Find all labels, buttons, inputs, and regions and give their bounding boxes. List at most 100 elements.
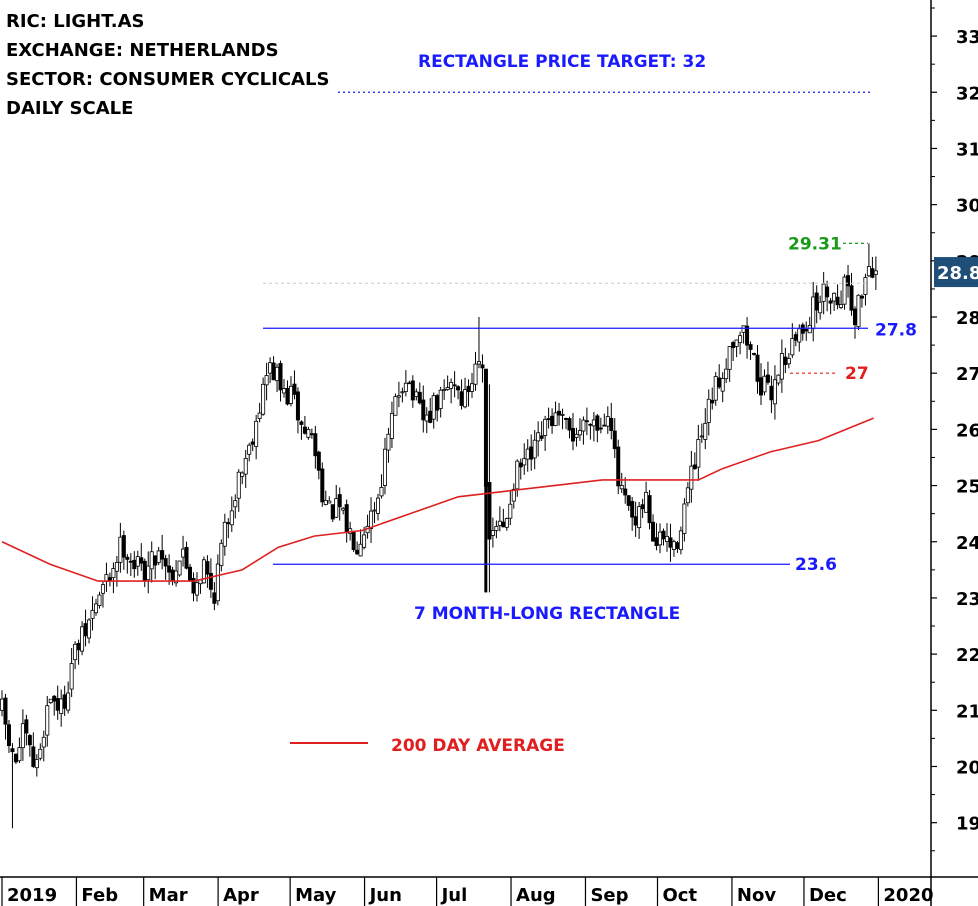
y-tick-label: 21 [956, 701, 978, 722]
candle [184, 541, 189, 570]
candle [393, 393, 398, 416]
candle [856, 294, 861, 331]
candle [125, 554, 130, 574]
candle [706, 389, 711, 436]
high-label: 29.31 [788, 234, 842, 254]
candle [772, 365, 777, 420]
candle [452, 371, 457, 398]
candle [403, 370, 408, 397]
candle [215, 554, 220, 606]
candle [369, 497, 374, 543]
candle [27, 733, 32, 757]
candle [121, 530, 126, 570]
candle [386, 427, 391, 463]
candle [703, 408, 708, 450]
candle [818, 295, 823, 320]
candle [630, 496, 635, 531]
candle [508, 490, 513, 526]
candle [480, 354, 485, 383]
candle [581, 416, 586, 445]
candlestick-series [0, 243, 878, 829]
candle [240, 471, 245, 485]
candle [567, 416, 572, 439]
candle [752, 352, 757, 356]
candle [616, 439, 621, 495]
candle [825, 280, 830, 312]
candle [849, 272, 854, 316]
x-tick-label: Mar [149, 885, 188, 906]
candle [713, 372, 718, 406]
candle [790, 323, 795, 359]
candle [194, 571, 199, 602]
candle [755, 344, 760, 394]
y-tick-label: 23 [956, 589, 978, 610]
last-price-badge [934, 257, 978, 288]
candle [31, 732, 36, 768]
ma-200-line [1, 417, 874, 582]
candle [574, 427, 579, 447]
candle [873, 256, 878, 290]
candle [219, 539, 224, 572]
x-tick-label: Apr [223, 885, 259, 906]
candle [66, 681, 71, 714]
candle [748, 341, 753, 361]
x-tick-label: 2019 [7, 885, 57, 906]
candle [473, 351, 478, 391]
candle [351, 530, 356, 552]
candle [685, 482, 690, 507]
candle [539, 421, 544, 442]
candle [609, 402, 614, 440]
candle [97, 591, 102, 609]
candle [299, 420, 304, 440]
scale-label: DAILY SCALE [6, 98, 133, 119]
candle [90, 596, 95, 631]
candle [724, 358, 729, 384]
candle [417, 382, 422, 405]
candle [177, 560, 182, 577]
x-tick-label: May [295, 885, 337, 906]
candle [828, 297, 833, 315]
candle [814, 285, 819, 324]
x-tick-label: Jun [368, 885, 402, 906]
candle [470, 372, 475, 398]
candle [396, 381, 401, 408]
last-price-label: 28.8 [937, 263, 978, 284]
candle [504, 517, 509, 531]
candle [637, 501, 642, 539]
y-tick-label: 27 [956, 364, 978, 385]
candle [710, 387, 715, 410]
x-tick-label: 2020 [883, 885, 933, 906]
candle [69, 647, 74, 697]
candle [73, 641, 78, 670]
x-axis: 2019 Feb Mar Apr May Jun Jul Aug Sep Oct Nov Dec 202… [1, 877, 934, 906]
candle [337, 487, 342, 521]
candle [842, 274, 847, 310]
stop-label: 27 [845, 364, 869, 384]
candle [835, 284, 840, 310]
candle [316, 450, 321, 480]
x-tick-label: Dec [809, 885, 847, 906]
y-axis: 192021222324252627282930313233 [931, 7, 978, 852]
candle [696, 424, 701, 481]
candle [647, 490, 652, 530]
resistance-label: 27.8 [875, 320, 917, 340]
candle [100, 581, 105, 608]
sector-label: SECTOR: CONSUMER CYCLICALS [6, 69, 329, 90]
exchange-label: EXCHANGE: NETHERLANDS [6, 40, 279, 61]
candle [442, 379, 447, 400]
candle [595, 414, 600, 443]
candle [382, 437, 387, 495]
candle [174, 560, 179, 587]
candle [487, 384, 492, 593]
candle [532, 430, 537, 470]
candle [734, 339, 739, 358]
candle [779, 339, 784, 393]
x-tick-label: Nov [737, 885, 776, 906]
candle [557, 402, 562, 426]
candle [553, 401, 558, 427]
candle [786, 353, 791, 369]
candle [438, 386, 443, 418]
candle [254, 414, 259, 460]
candle [511, 483, 516, 509]
